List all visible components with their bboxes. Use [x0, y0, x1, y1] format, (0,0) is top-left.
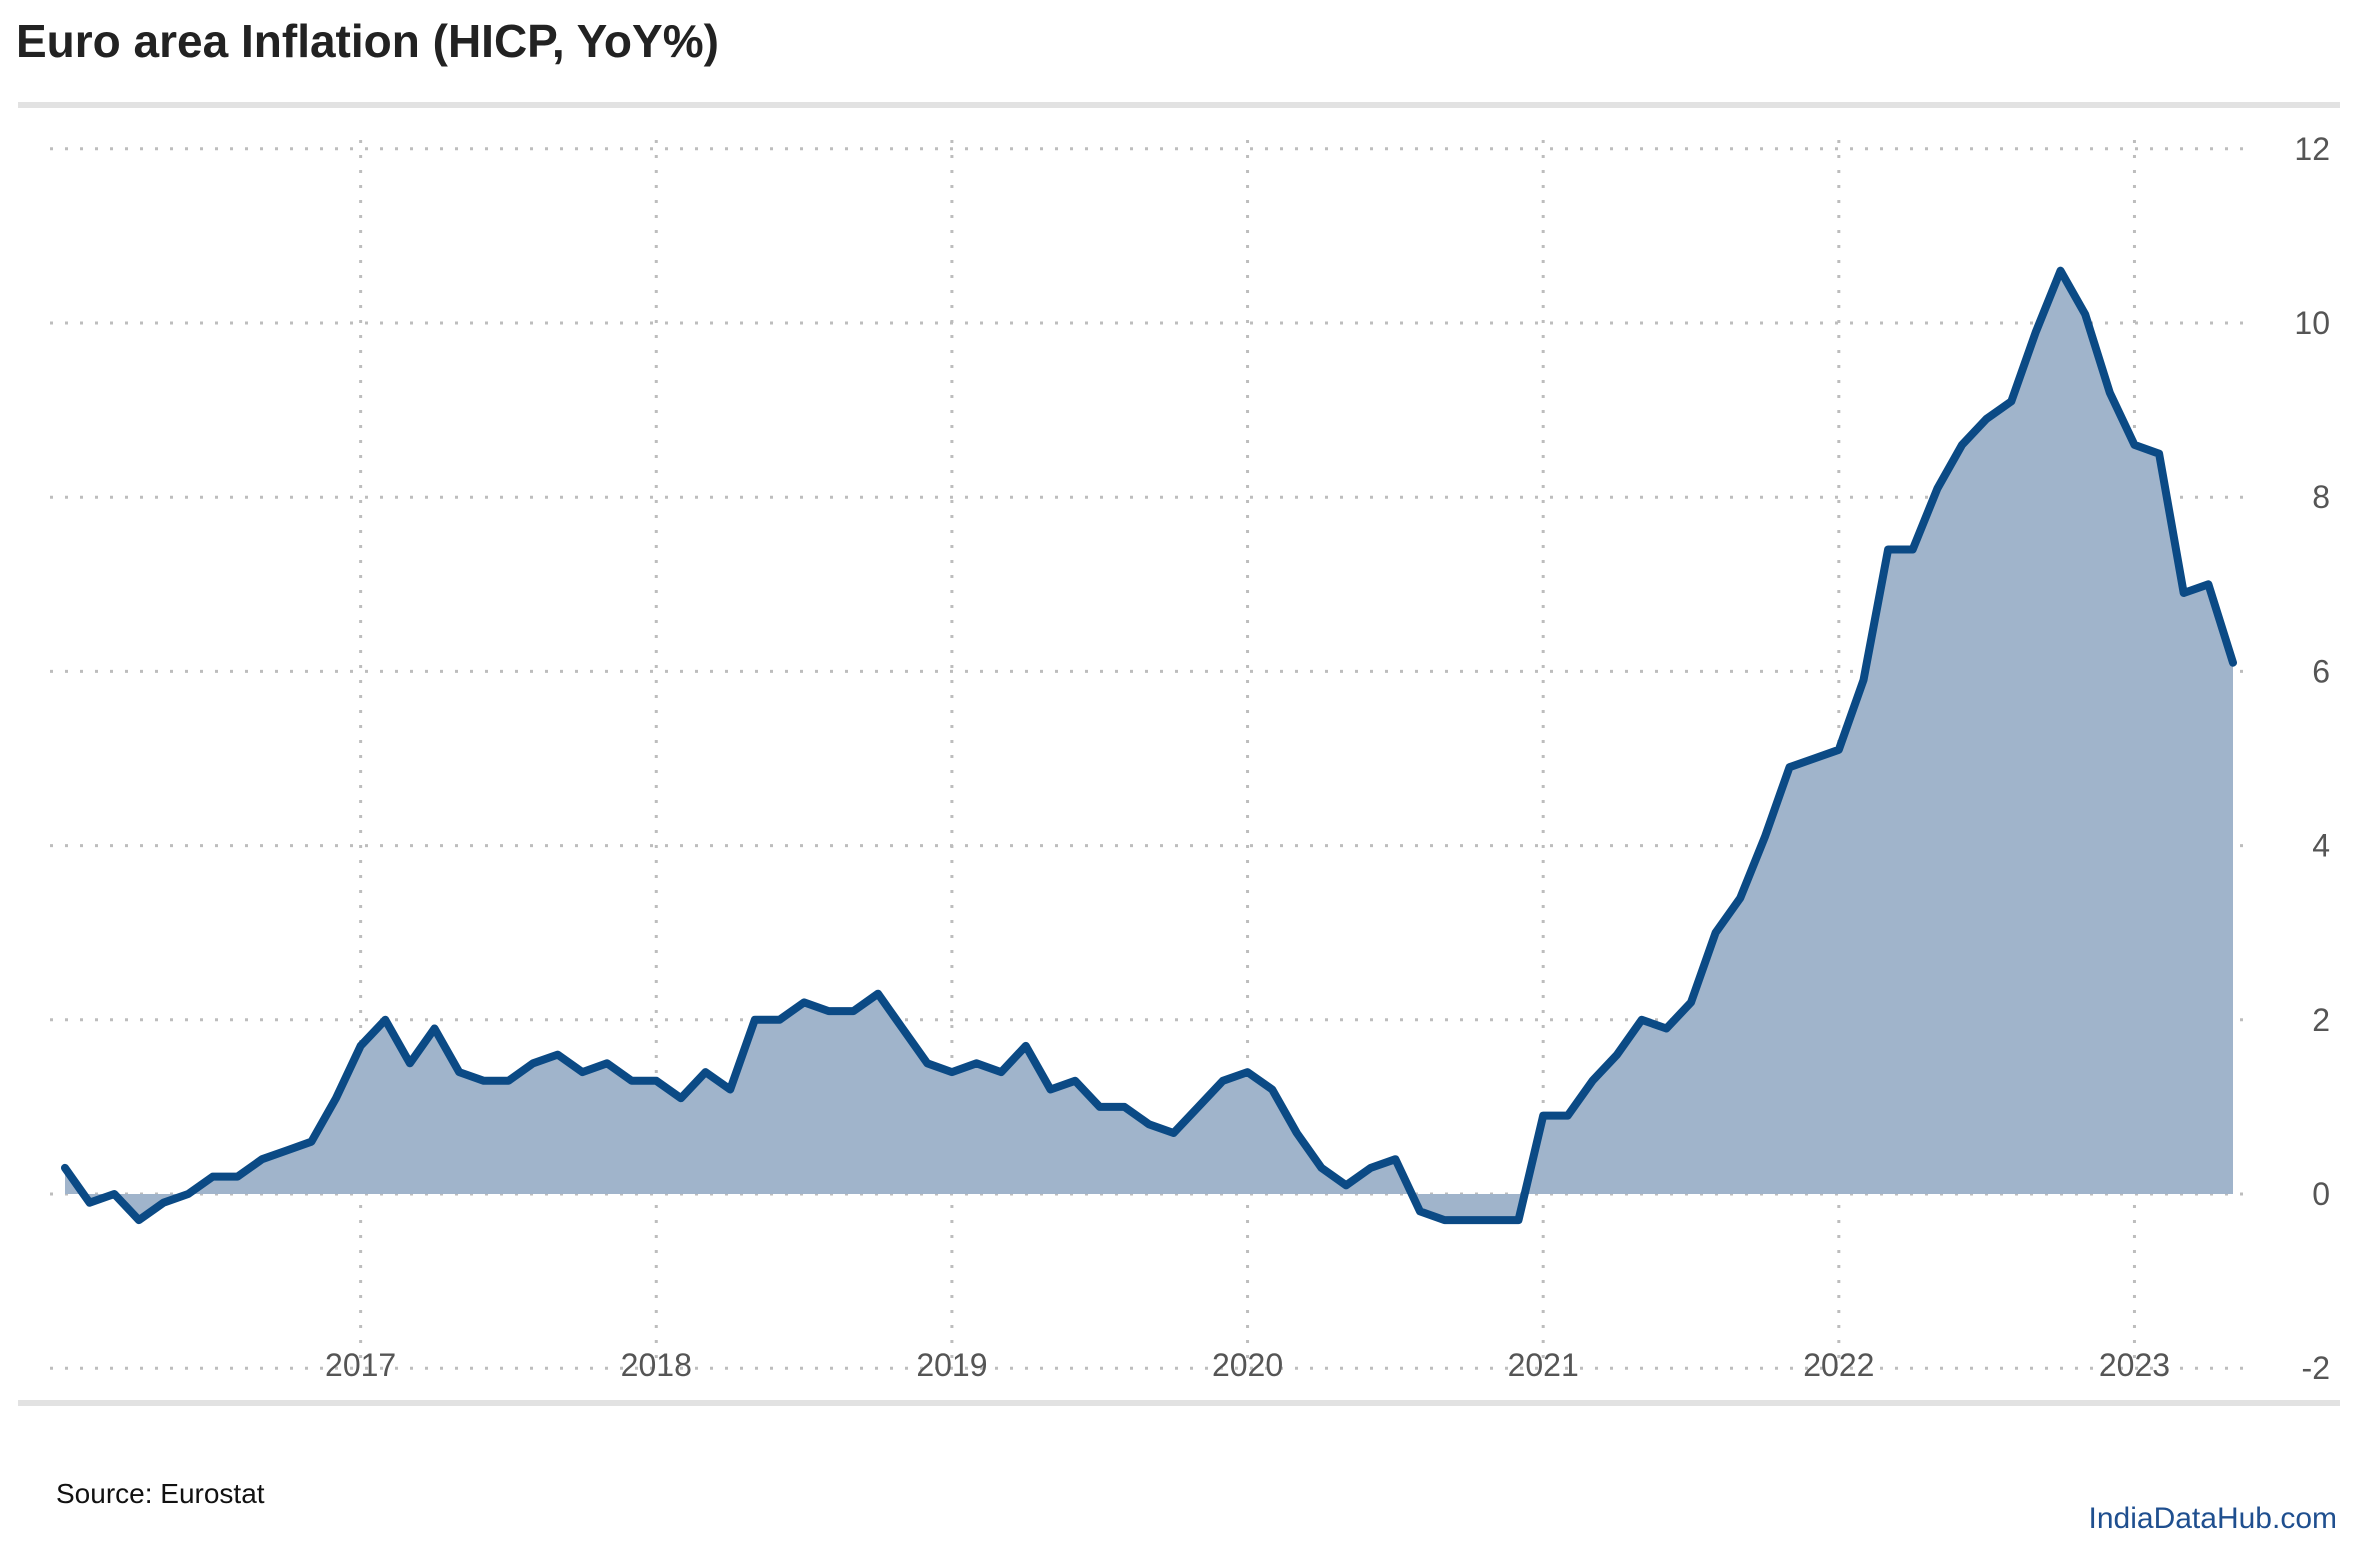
x-axis-tick-labels: 2017 2018 2019 2020 2021 2022 2023 — [325, 1347, 2170, 1383]
y-tick-label: 4 — [2312, 828, 2330, 864]
y-tick-label: 0 — [2312, 1176, 2330, 1212]
top-divider — [18, 102, 2340, 108]
x-tick-label: 2021 — [1508, 1347, 1579, 1383]
y-tick-label: 2 — [2312, 1002, 2330, 1038]
x-tick-label: 2018 — [621, 1347, 692, 1383]
y-tick-label: 8 — [2312, 479, 2330, 515]
x-tick-label: 2022 — [1803, 1347, 1874, 1383]
inflation-series-line — [61, 266, 2237, 1225]
chart-title: Euro area Inflation (HICP, YoY%) — [16, 15, 719, 67]
y-axis-tick-labels: -2 0 2 4 6 8 10 12 — [2294, 131, 2330, 1386]
x-tick-label: 2017 — [325, 1347, 396, 1383]
x-tick-label: 2019 — [916, 1347, 987, 1383]
y-tick-label: 6 — [2312, 653, 2330, 689]
y-tick-label: -2 — [2302, 1350, 2330, 1386]
y-tick-label: 10 — [2294, 305, 2330, 341]
y-tick-label: 12 — [2294, 131, 2330, 167]
x-tick-label: 2023 — [2099, 1347, 2170, 1383]
brand-link[interactable]: IndiaDataHub.com — [2088, 1502, 2337, 1535]
inflation-area-fill — [65, 270, 2233, 1221]
source-note: Source: Eurostat — [56, 1478, 265, 1509]
bottom-divider — [18, 1400, 2340, 1406]
x-tick-label: 2020 — [1212, 1347, 1283, 1383]
